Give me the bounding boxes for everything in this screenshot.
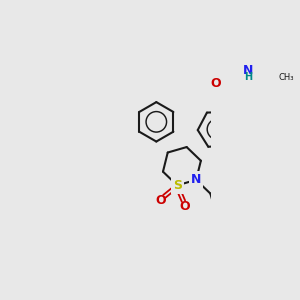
Text: N: N — [191, 173, 201, 186]
Text: O: O — [179, 200, 190, 213]
Text: O: O — [211, 77, 221, 91]
Text: H: H — [244, 72, 252, 82]
Text: N: N — [243, 64, 254, 77]
Text: S: S — [173, 179, 182, 192]
Text: O: O — [156, 194, 167, 207]
Text: CH₃: CH₃ — [278, 74, 294, 82]
